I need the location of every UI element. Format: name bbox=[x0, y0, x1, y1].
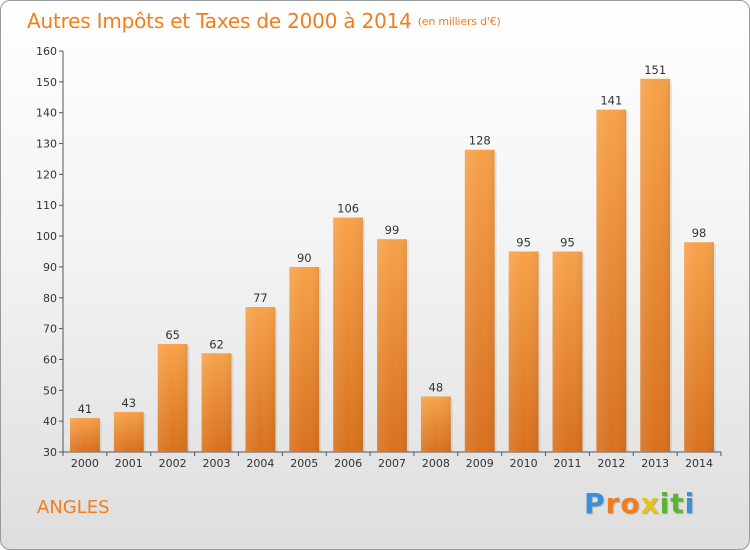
y-tick-label: 50 bbox=[43, 384, 57, 397]
x-tick-label: 2008 bbox=[422, 457, 450, 470]
bar-shine bbox=[70, 418, 100, 452]
y-tick-label: 30 bbox=[43, 446, 57, 459]
x-tick-label: 2003 bbox=[203, 457, 231, 470]
bar-shine bbox=[596, 109, 627, 452]
y-tick-label: 60 bbox=[43, 353, 57, 366]
logo-letter: t bbox=[670, 487, 685, 520]
x-tick-label: 2007 bbox=[378, 457, 406, 470]
value-label: 43 bbox=[121, 396, 136, 410]
value-label: 95 bbox=[560, 236, 575, 250]
logo-letter: o bbox=[620, 487, 641, 520]
y-tick-label: 70 bbox=[43, 323, 57, 336]
bar-shine bbox=[684, 242, 714, 452]
bar-shine bbox=[464, 149, 495, 452]
bar-shine bbox=[377, 239, 407, 452]
x-tick-label: 2010 bbox=[510, 457, 538, 470]
y-tick-label: 140 bbox=[36, 107, 57, 120]
y-tick-label: 160 bbox=[36, 45, 57, 58]
value-label: 151 bbox=[644, 63, 666, 77]
chart-unit-note: (en milliers d'€) bbox=[417, 15, 501, 28]
y-tick-label: 120 bbox=[36, 168, 57, 181]
chart-title: Autres Impôts et Taxes de 2000 à 2014 (en… bbox=[27, 9, 501, 33]
value-label: 98 bbox=[692, 226, 707, 240]
x-tick-label: 2013 bbox=[641, 457, 669, 470]
bar-shine bbox=[157, 344, 188, 452]
value-label: 128 bbox=[469, 134, 491, 148]
y-tick-label: 90 bbox=[43, 261, 57, 274]
value-label: 95 bbox=[516, 236, 531, 250]
logo-letter: x bbox=[640, 487, 660, 520]
bar-shine bbox=[420, 396, 451, 452]
y-tick-label: 150 bbox=[36, 76, 57, 89]
commune-name: ANGLES bbox=[37, 497, 110, 518]
bar-shine bbox=[508, 251, 539, 452]
logo-letter: i bbox=[684, 487, 696, 520]
value-label: 106 bbox=[337, 202, 359, 216]
y-tick-label: 100 bbox=[36, 230, 57, 243]
x-tick-label: 2011 bbox=[553, 457, 581, 470]
x-tick-label: 2002 bbox=[159, 457, 187, 470]
x-tick-label: 2000 bbox=[71, 457, 99, 470]
x-tick-label: 2009 bbox=[466, 457, 494, 470]
logo-letter: r bbox=[605, 487, 621, 520]
x-tick-label: 2005 bbox=[290, 457, 318, 470]
value-label: 41 bbox=[78, 402, 93, 416]
bar-shine bbox=[201, 353, 232, 452]
y-tick-label: 130 bbox=[36, 138, 57, 151]
value-label: 141 bbox=[600, 94, 622, 108]
proxiti-logo: Proxiti bbox=[584, 487, 695, 520]
bar-shine bbox=[289, 266, 320, 452]
value-label: 77 bbox=[253, 291, 268, 305]
x-tick-label: 2001 bbox=[115, 457, 143, 470]
y-tick-label: 40 bbox=[43, 415, 57, 428]
x-tick-label: 2004 bbox=[246, 457, 274, 470]
bar-shine bbox=[333, 217, 364, 452]
logo-letter: P bbox=[584, 487, 606, 520]
logo-letter: i bbox=[659, 487, 671, 520]
y-tick-label: 80 bbox=[43, 292, 57, 305]
x-tick-label: 2014 bbox=[685, 457, 713, 470]
bar-shine bbox=[640, 78, 671, 452]
bar-shine bbox=[113, 411, 144, 452]
chart-title-text: Autres Impôts et Taxes de 2000 à 2014 bbox=[27, 9, 412, 33]
bar-shine bbox=[552, 251, 583, 452]
x-tick-label: 2012 bbox=[597, 457, 625, 470]
value-label: 99 bbox=[385, 223, 400, 237]
value-label: 65 bbox=[165, 328, 180, 342]
bar-shine bbox=[245, 307, 276, 452]
value-label: 48 bbox=[429, 380, 444, 394]
y-tick-label: 110 bbox=[36, 199, 57, 212]
x-tick-label: 2006 bbox=[334, 457, 362, 470]
value-label: 62 bbox=[209, 337, 224, 351]
value-label: 90 bbox=[297, 251, 312, 265]
